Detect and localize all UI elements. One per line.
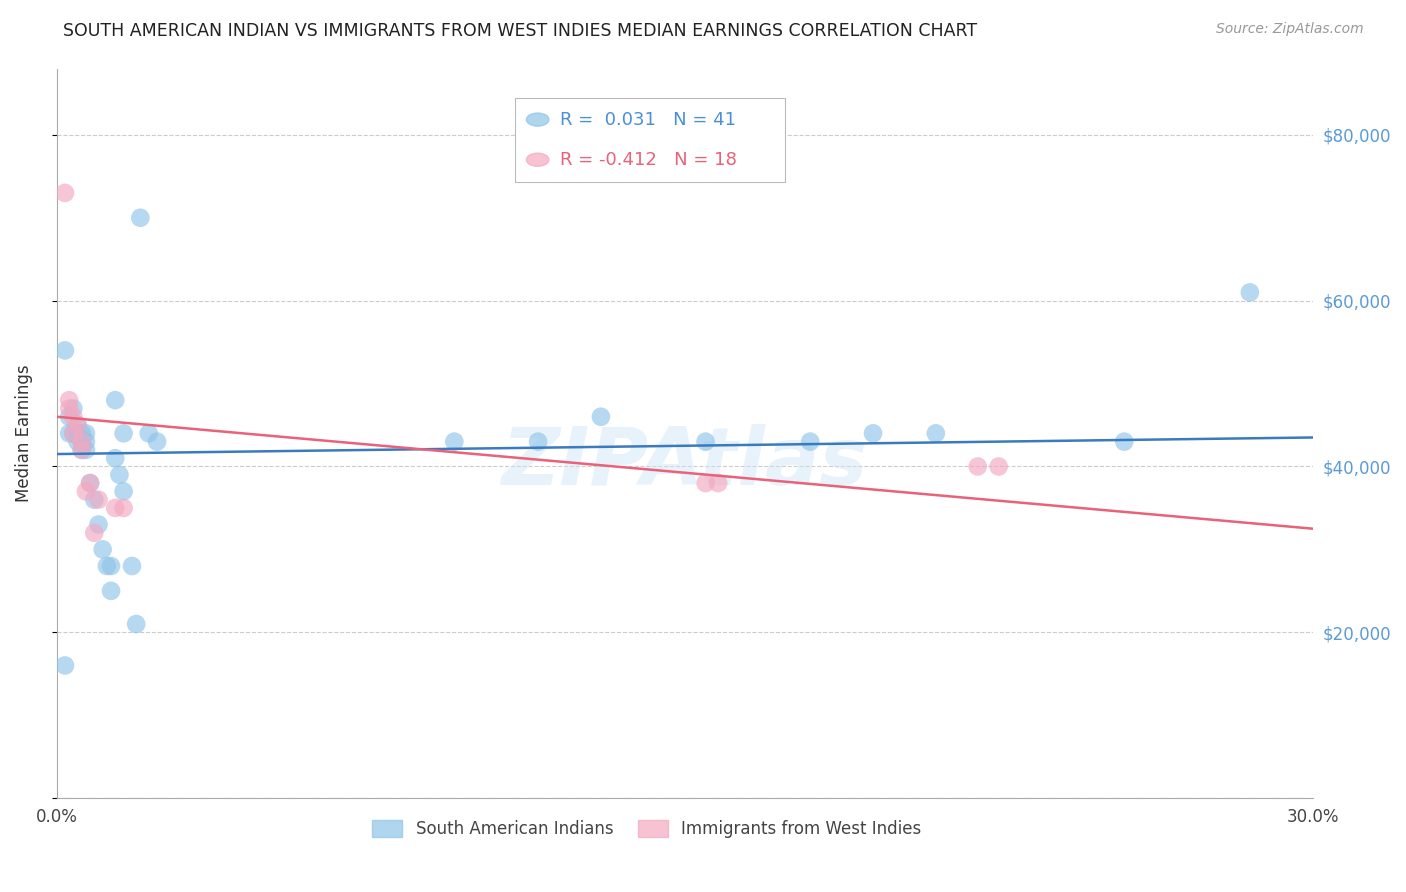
Point (79, 476, 101, 491)
Point (799, 434, 821, 449)
Point (58, 409, 80, 424)
Point (66, 434, 89, 449)
Point (112, 500, 135, 515)
Point (695, 434, 717, 449)
Text: Source: ZipAtlas.com: Source: ZipAtlas.com (1216, 22, 1364, 37)
Text: R =  0.031   N = 41: R = 0.031 N = 41 (560, 111, 737, 128)
Point (83, 492, 105, 507)
Point (87, 492, 110, 507)
Legend: South American Indians, Immigrants from West Indies: South American Indians, Immigrants from … (366, 813, 928, 845)
FancyBboxPatch shape (515, 98, 785, 182)
Point (100, 583, 122, 598)
Point (925, 426, 948, 441)
Point (70, 434, 93, 449)
Point (104, 451, 127, 466)
Point (58, 401, 80, 416)
Text: ZIPAtlas: ZIPAtlas (502, 424, 868, 501)
Point (121, 559, 143, 574)
Point (79, 476, 101, 491)
Point (104, 500, 127, 515)
Point (70, 434, 93, 449)
Point (146, 434, 169, 449)
Point (966, 459, 988, 474)
Point (70, 426, 93, 441)
Point (1114, 434, 1136, 449)
Y-axis label: Median Earnings: Median Earnings (15, 365, 32, 502)
Point (112, 426, 135, 441)
Point (53, 658, 76, 673)
Point (100, 559, 122, 574)
Point (62, 426, 84, 441)
Point (125, 617, 148, 632)
Point (70, 442, 93, 457)
Point (66, 418, 89, 433)
Point (112, 484, 135, 499)
Point (108, 467, 131, 482)
Point (83, 525, 105, 540)
Point (589, 409, 612, 424)
Circle shape (526, 113, 548, 126)
Point (862, 426, 884, 441)
Point (987, 459, 1010, 474)
Point (62, 409, 84, 424)
Circle shape (526, 153, 548, 166)
Point (75, 484, 97, 499)
Point (66, 426, 89, 441)
Point (62, 426, 84, 441)
Point (707, 476, 730, 491)
Point (53, 343, 76, 358)
Point (527, 434, 550, 449)
Point (62, 401, 84, 416)
Point (138, 426, 160, 441)
Point (53, 186, 76, 200)
Point (129, 211, 152, 225)
Point (96, 559, 118, 574)
Text: R = -0.412   N = 18: R = -0.412 N = 18 (560, 151, 737, 169)
Point (75, 442, 97, 457)
Point (75, 426, 97, 441)
Point (104, 393, 127, 408)
Point (58, 393, 80, 408)
Point (58, 426, 80, 441)
Text: SOUTH AMERICAN INDIAN VS IMMIGRANTS FROM WEST INDIES MEDIAN EARNINGS CORRELATION: SOUTH AMERICAN INDIAN VS IMMIGRANTS FROM… (63, 22, 977, 40)
Point (66, 418, 89, 433)
Point (695, 476, 717, 491)
Point (1239, 285, 1261, 300)
Point (70, 442, 93, 457)
Point (443, 434, 465, 449)
Point (91, 542, 114, 557)
Point (75, 434, 97, 449)
Point (87, 517, 110, 532)
